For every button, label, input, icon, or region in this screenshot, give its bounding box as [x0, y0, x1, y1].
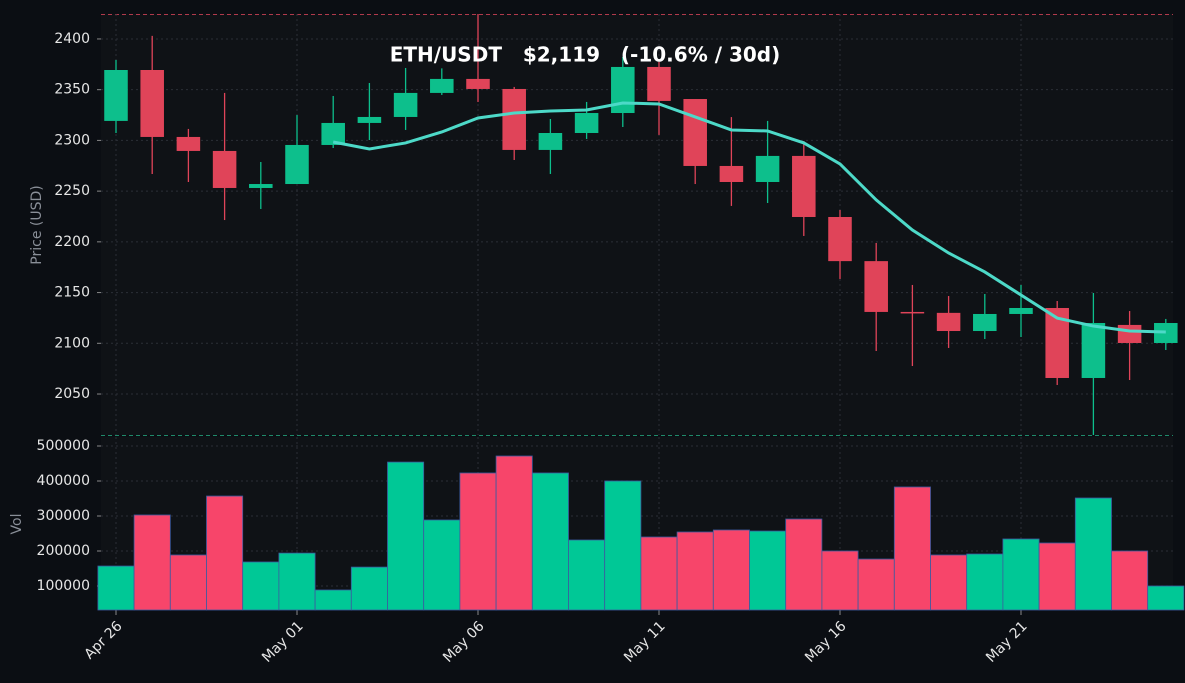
y-tick-label: 2150: [54, 285, 90, 301]
candle-body: [212, 150, 237, 188]
candle-body: [104, 69, 128, 121]
candle-body: [719, 165, 744, 182]
candle-body: [1009, 307, 1033, 314]
price-panel: [101, 14, 1173, 435]
volume-bar: [387, 461, 425, 611]
chart-title: ETH/USDT $2,119 (-10.6% / 30d): [390, 43, 781, 67]
candle-body: [864, 261, 888, 312]
volume-bar: [169, 554, 207, 611]
volume-bar: [676, 531, 714, 611]
candle-body: [430, 78, 454, 93]
candle-body: [792, 155, 816, 217]
volume-bar: [1002, 538, 1040, 611]
y-axis-label: Price (USD): [29, 185, 45, 264]
volume-bar: [749, 530, 787, 611]
volume-bar: [1147, 585, 1185, 611]
volume-bar: [531, 472, 569, 611]
y-tick-label: 2200: [54, 234, 90, 250]
volume-bar: [966, 553, 1004, 611]
candle-body: [285, 144, 309, 185]
y-tick-label: 400000: [37, 473, 90, 489]
candle-body: [357, 116, 382, 123]
volume-bar: [821, 550, 859, 611]
y-tick-label: 2400: [54, 31, 90, 47]
volume-bar: [350, 566, 388, 611]
volume-bar: [459, 472, 497, 611]
volume-bar: [206, 495, 244, 611]
candle-body: [973, 313, 997, 332]
volume-bar: [640, 536, 678, 611]
volume-bar: [712, 529, 750, 611]
candle-body: [249, 184, 273, 188]
y-tick-label: 2050: [54, 386, 90, 402]
volume-bar: [278, 552, 316, 611]
candle-body: [321, 122, 345, 145]
volume-bar: [1038, 542, 1076, 611]
candle-body: [502, 88, 526, 150]
candle-body: [936, 312, 961, 332]
volume-bar: [604, 480, 642, 611]
volume-bar: [242, 561, 280, 611]
candle-body: [611, 66, 635, 114]
candle-body: [140, 69, 164, 137]
y-tick-label: 300000: [37, 508, 90, 524]
candle-body: [538, 132, 563, 150]
volume-bar: [97, 565, 135, 611]
moving-average-line: [332, 101, 1166, 334]
volume-bar: [423, 519, 461, 611]
candle-body: [176, 136, 201, 151]
volume-bar: [893, 486, 931, 611]
candle-body: [466, 78, 490, 89]
volume-bar: [1074, 497, 1112, 611]
volume-bar: [495, 455, 533, 611]
y-tick-label: 500000: [37, 438, 90, 454]
candle-body: [828, 216, 852, 262]
volume-bar: [930, 554, 968, 611]
volume-bar: [857, 558, 895, 611]
y-tick-label: 2250: [54, 183, 90, 199]
candle-body: [1154, 323, 1178, 343]
volume-bar: [314, 589, 352, 611]
candle-body: [1045, 307, 1069, 378]
y-tick-label: 200000: [37, 543, 90, 559]
y-tick-label: 2350: [54, 82, 90, 98]
candle-body: [900, 311, 925, 314]
y-tick-label: 2300: [54, 132, 90, 148]
volume-axis-label: Vol: [9, 514, 25, 535]
plot-layer: 2050 2100 2150 2200 2250 2300 2350 2400 100000 20…: [37, 14, 1185, 666]
volume-bar: [1111, 550, 1149, 611]
candle-body: [683, 99, 707, 166]
y-tick-label: 100000: [37, 578, 90, 594]
volume-bar: [568, 539, 606, 611]
candle-body: [393, 92, 418, 117]
candle-body: [755, 155, 780, 182]
volume-bar: [133, 514, 171, 611]
candle-body: [1081, 323, 1106, 378]
candle-body: [574, 113, 599, 133]
y-tick-label: 2100: [54, 335, 90, 351]
candle-body: [647, 66, 671, 101]
candle-body: [1117, 324, 1142, 343]
volume-bar: [785, 518, 823, 611]
